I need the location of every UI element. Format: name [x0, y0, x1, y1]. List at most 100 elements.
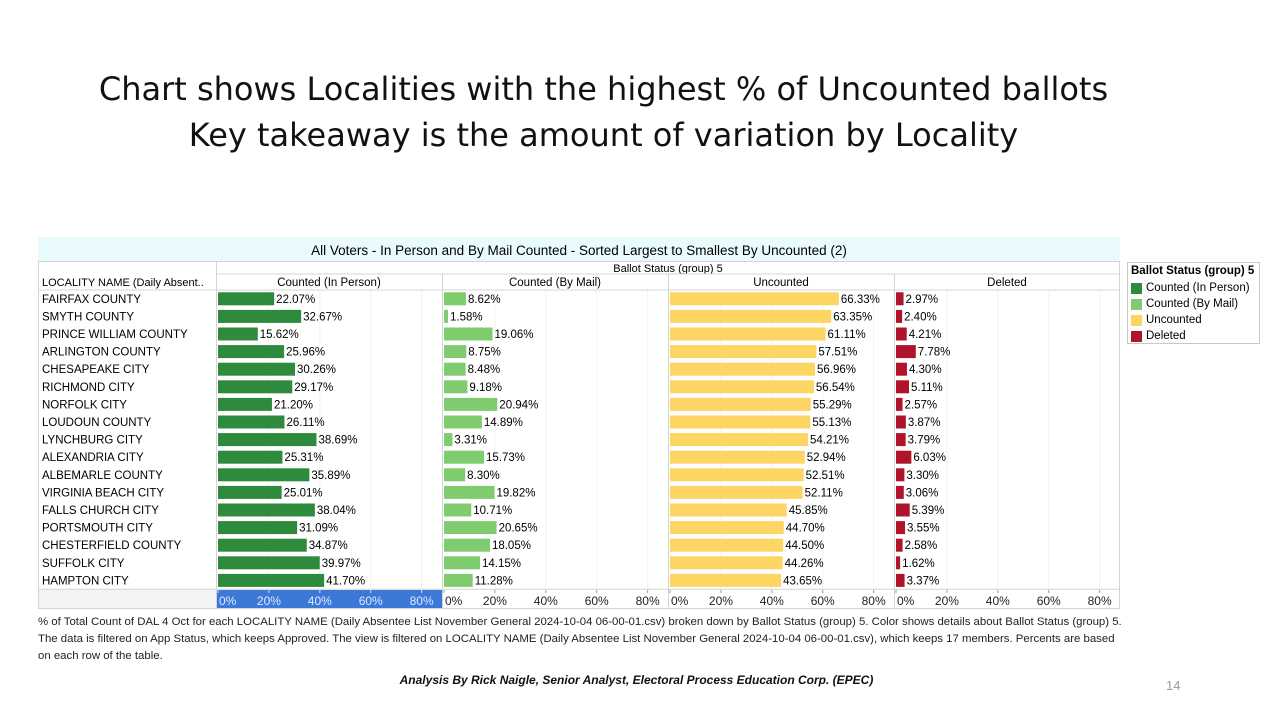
legend-title: Ballot Status (group) 5 [1131, 265, 1255, 277]
locality-label: SMYTH COUNTY [42, 311, 134, 323]
data-label: 38.04% [317, 505, 356, 517]
axis-tick-label: 60% [585, 594, 609, 608]
axis-tick-label: 40% [308, 594, 332, 608]
data-label: 57.51% [818, 347, 857, 359]
bar [444, 309, 449, 323]
legend-label: Deleted [1146, 330, 1186, 342]
locality-label: PRINCE WILLIAM COUNTY [42, 329, 188, 341]
data-label: 2.58% [905, 540, 938, 552]
legend-swatch [1131, 282, 1142, 294]
axis-tick-label: 40% [760, 594, 784, 608]
bar [444, 433, 453, 447]
axis-tick-label: 80% [636, 594, 660, 608]
locality-label: ALBEMARLE COUNTY [42, 470, 163, 482]
data-label: 2.40% [904, 311, 937, 323]
data-label: 61.11% [828, 329, 866, 341]
bar [896, 433, 906, 447]
data-label: 4.21% [909, 329, 942, 341]
bar [896, 415, 906, 429]
data-label: 8.30% [467, 470, 500, 482]
legend-label: Uncounted [1146, 314, 1202, 326]
bar [670, 573, 782, 587]
bar [670, 538, 784, 552]
bar [896, 292, 904, 306]
axis-band [668, 590, 894, 609]
data-label: 52.11% [805, 487, 843, 499]
slide-title-line1: Chart shows Localities with the highest … [98, 70, 1109, 108]
data-label: 31.09% [299, 523, 338, 535]
column-header: Uncounted [753, 277, 809, 289]
data-label: 15.62% [260, 329, 299, 341]
data-label: 44.26% [785, 558, 824, 570]
data-label: 26.11% [286, 417, 324, 429]
legend-label: Counted (By Mail) [1146, 298, 1239, 310]
data-label: 25.31% [284, 452, 323, 464]
axis-band-blank [38, 590, 216, 609]
axis-tick-label: 80% [862, 594, 886, 608]
data-label: 19.82% [496, 487, 535, 499]
chart-caption: % of Total Count of DAL 4 Oct for each L… [38, 616, 1122, 662]
data-label: 20.65% [499, 523, 538, 535]
axis-tick-label: 80% [1088, 594, 1112, 608]
locality-label: ARLINGTON COUNTY [42, 347, 161, 359]
bar [896, 485, 904, 499]
bar [218, 503, 315, 517]
locality-label: SUFFOLK CITY [42, 558, 125, 570]
data-label: 25.96% [286, 347, 325, 359]
legend-item-uncounted[interactable]: Uncounted [1128, 312, 1259, 328]
data-label: 54.21% [810, 435, 849, 447]
bar [444, 556, 481, 570]
bar [896, 380, 910, 394]
data-label: 52.51% [806, 470, 845, 482]
legend-item-counted-by-mail[interactable]: Counted (By Mail) [1128, 296, 1259, 312]
axis-tick-label: 60% [359, 594, 383, 608]
bar [670, 415, 811, 429]
bar [670, 292, 839, 306]
data-label: 63.35% [833, 311, 872, 323]
data-label: 1.58% [450, 311, 483, 323]
row-header: LOCALITY NAME (Daily Absent.. [42, 277, 204, 289]
bar [218, 521, 298, 535]
chart-title: All Voters - In Person and By Mail Count… [311, 243, 847, 258]
legend-label: Counted (In Person) [1146, 282, 1250, 294]
bar [896, 503, 910, 517]
data-label: 29.17% [294, 382, 333, 394]
locality-label: ALEXANDRIA CITY [42, 452, 144, 464]
bar [444, 415, 482, 429]
data-label: 3.06% [906, 487, 939, 499]
bar [896, 521, 906, 535]
data-label: 3.55% [907, 523, 940, 535]
table-border [38, 261, 1120, 609]
slide-title-line2: Key takeaway is the amount of variation … [188, 116, 1019, 154]
locality-label: VIRGINIA BEACH CITY [42, 487, 164, 499]
bar [896, 538, 903, 552]
bar [444, 327, 493, 341]
locality-label: RICHMOND CITY [42, 382, 135, 394]
column-header: Counted (In Person) [277, 277, 381, 289]
data-label: 45.85% [789, 505, 828, 517]
data-label: 22.07% [276, 294, 315, 306]
bar [670, 345, 817, 359]
data-label: 8.75% [468, 347, 501, 359]
bar [670, 485, 803, 499]
bar [218, 345, 285, 359]
bar [218, 362, 296, 376]
data-label: 7.78% [918, 347, 951, 359]
data-label: 39.97% [322, 558, 361, 570]
locality-label: CHESAPEAKE CITY [42, 364, 150, 376]
bar [670, 556, 783, 570]
bar [218, 309, 302, 323]
legend-item-deleted[interactable]: Deleted [1128, 328, 1259, 344]
data-label: 44.50% [785, 540, 824, 552]
legend-swatch [1131, 330, 1142, 342]
locality-label: HAMPTON CITY [42, 575, 129, 587]
bar [218, 573, 325, 587]
bar [444, 503, 472, 517]
axis-tick-label: 20% [483, 594, 507, 608]
bar [218, 380, 293, 394]
bar [444, 521, 497, 535]
bar [896, 573, 905, 587]
legend-item-counted-in-person[interactable]: Counted (In Person) [1128, 280, 1259, 296]
data-label: 8.48% [468, 364, 501, 376]
data-label: 43.65% [783, 575, 822, 587]
